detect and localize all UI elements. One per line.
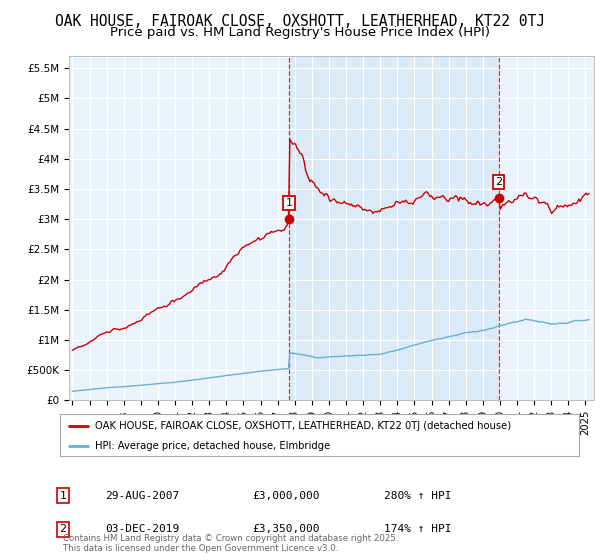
Text: 03-DEC-2019: 03-DEC-2019 [105, 524, 179, 534]
Text: OAK HOUSE, FAIROAK CLOSE, OXSHOTT, LEATHERHEAD, KT22 0TJ: OAK HOUSE, FAIROAK CLOSE, OXSHOTT, LEATH… [55, 14, 545, 29]
Text: 1: 1 [286, 198, 292, 208]
Text: Price paid vs. HM Land Registry's House Price Index (HPI): Price paid vs. HM Land Registry's House … [110, 26, 490, 39]
Text: 174% ↑ HPI: 174% ↑ HPI [384, 524, 452, 534]
Text: £3,000,000: £3,000,000 [252, 491, 320, 501]
Text: OAK HOUSE, FAIROAK CLOSE, OXSHOTT, LEATHERHEAD, KT22 0TJ (detached house): OAK HOUSE, FAIROAK CLOSE, OXSHOTT, LEATH… [95, 421, 511, 431]
Text: 2: 2 [59, 524, 67, 534]
Text: HPI: Average price, detached house, Elmbridge: HPI: Average price, detached house, Elmb… [95, 441, 331, 451]
Text: 29-AUG-2007: 29-AUG-2007 [105, 491, 179, 501]
Bar [289, 56, 499, 400]
Text: 2: 2 [495, 177, 502, 187]
Text: 1: 1 [59, 491, 67, 501]
Text: 280% ↑ HPI: 280% ↑ HPI [384, 491, 452, 501]
Text: Contains HM Land Registry data © Crown copyright and database right 2025.
This d: Contains HM Land Registry data © Crown c… [63, 534, 398, 553]
Text: £3,350,000: £3,350,000 [252, 524, 320, 534]
